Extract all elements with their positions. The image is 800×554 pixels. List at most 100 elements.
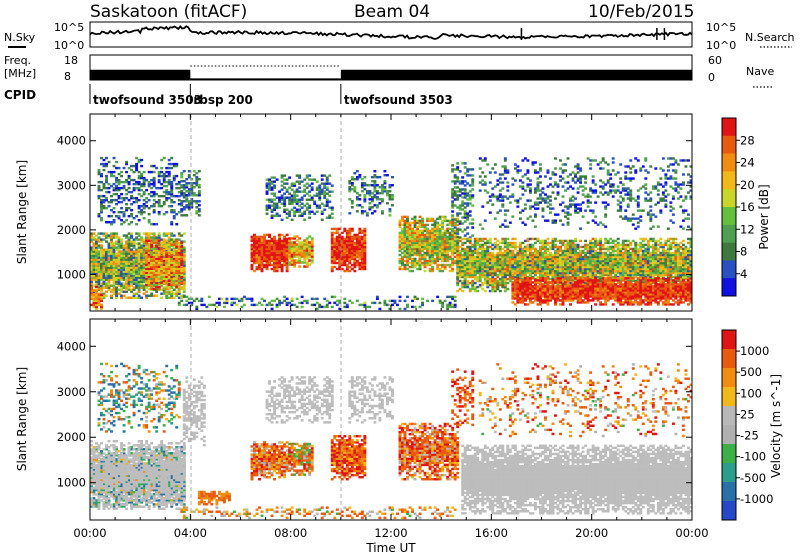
cell-0 [102,270,106,273]
cell-10 [421,229,425,233]
cell-1 [145,249,149,252]
cell-12 [506,257,510,261]
cell-5 [273,249,277,253]
cell-8 [323,184,327,187]
cell-3 [152,223,156,226]
cell-12 [518,271,522,275]
cell-0 [105,282,108,285]
cell-3 [152,170,156,174]
cell-1 [160,255,164,258]
cell-10 [446,247,450,251]
cell-8 [273,208,277,211]
cell-1 [162,249,166,252]
cell-12 [516,267,520,271]
cell-1 [177,277,181,281]
cell-10 [401,231,404,235]
cell-10 [428,261,432,265]
cell-0 [165,292,169,295]
cell-10 [398,261,402,265]
cell-10 [406,251,409,255]
cell-12 [483,249,487,253]
cell-5 [283,253,287,257]
cell-0 [112,232,116,235]
cell-7 [348,235,352,239]
cell-1 [145,261,149,264]
cell-3 [137,186,141,190]
cell-12 [551,237,555,241]
cell-4 [185,198,189,201]
cell-10 [436,249,440,253]
cell-0 [142,258,146,261]
cell-12 [496,253,500,257]
cell-12 [506,269,510,273]
cell-12 [476,271,480,275]
cell-0 [107,250,111,253]
cell-4 [182,186,186,189]
cell-10 [431,219,435,223]
cell-9 [363,210,367,213]
cell-0 [120,240,124,243]
cell-0 [182,274,186,277]
cell-12 [508,277,512,281]
cell-12 [476,257,480,261]
cell-9 [355,198,359,201]
cell-5 [255,237,259,241]
cell-10 [443,267,447,271]
cell-5 [280,265,284,269]
cell-0 [115,266,118,269]
cell-1 [157,273,161,277]
cell-8 [295,210,299,213]
cell-5 [265,257,269,261]
cell-11 [468,194,472,197]
cell-0 [92,262,96,265]
cell-7 [343,269,347,273]
cell-3 [130,221,134,224]
cell-8 [303,184,307,187]
cell-0 [132,262,136,265]
cell-3 [112,219,116,222]
cell-0 [90,236,93,239]
cell-12 [478,253,482,257]
cell-12 [518,277,522,281]
cell-0 [135,280,139,283]
cell-10 [441,219,445,223]
cell-8 [275,206,279,209]
cell-10 [418,233,422,237]
cell-0 [117,250,121,253]
cell-3 [140,188,144,192]
cell-10 [441,233,445,237]
cell-7 [345,267,349,271]
cell-7 [363,243,367,247]
cell-8 [328,200,332,203]
cell-10 [443,239,447,243]
cell-12 [584,239,588,243]
cell-12 [536,237,540,241]
cell-12 [483,281,487,285]
cell-5 [283,241,287,245]
cell-10 [453,231,457,235]
cell-10 [406,221,409,225]
cell-7 [355,243,359,247]
cell-10 [451,267,455,271]
cell-10 [421,253,425,257]
cell-7 [343,241,347,245]
cell-0 [95,250,98,253]
cell-5 [283,237,287,241]
cell-6 [290,255,294,258]
cell-5 [253,237,256,241]
cell-8 [283,210,287,213]
cell-1 [147,251,151,254]
cell-12 [478,279,482,283]
cell-5 [258,245,261,249]
cell-1 [162,279,166,283]
cell-3 [177,202,181,206]
cell-0 [130,278,134,281]
cell-5 [258,257,261,261]
cell-3 [127,206,131,210]
cell-12 [501,253,505,257]
cell-0 [95,264,98,267]
cell-1 [167,259,171,262]
cell-3 [135,164,139,168]
cell-0 [90,270,93,273]
cell-12 [461,269,465,273]
